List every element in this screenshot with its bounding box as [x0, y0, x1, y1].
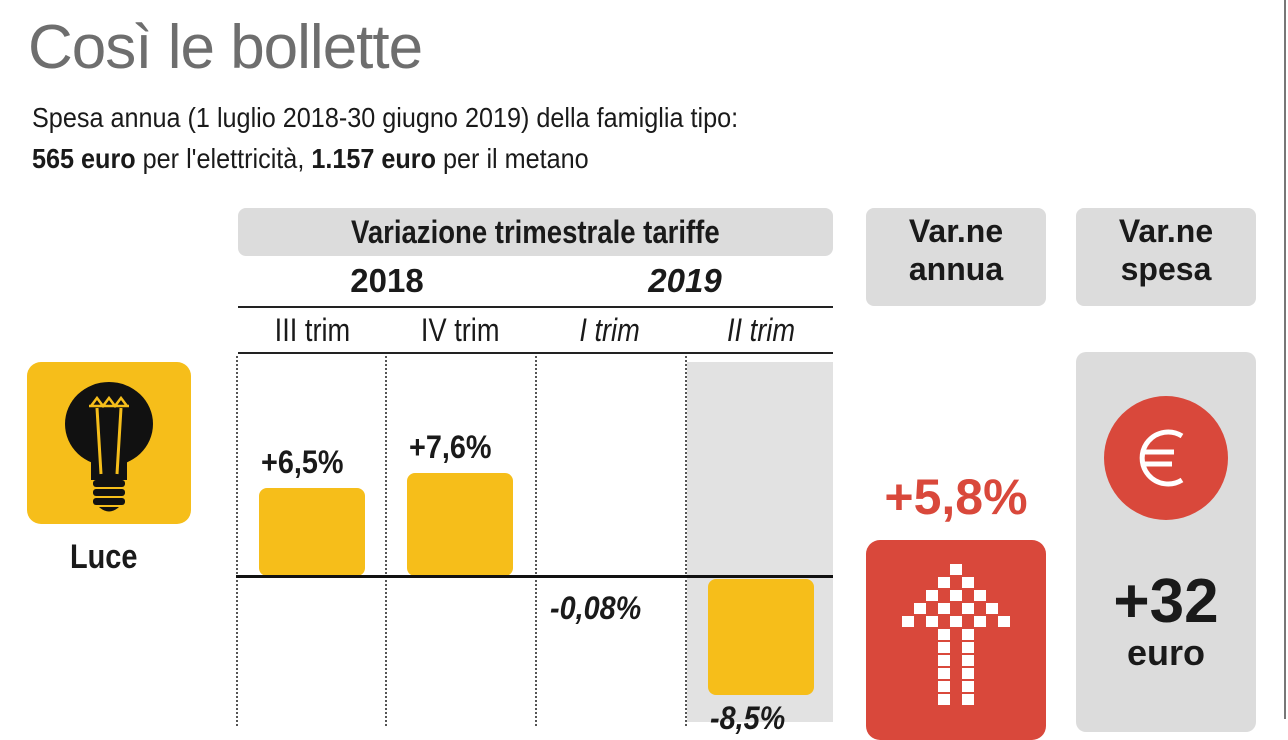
- quarter-label: I trim: [579, 312, 641, 348]
- euro-icon: [1104, 396, 1228, 520]
- spend-header: Var.ne spesa: [1076, 208, 1256, 306]
- gas-amount: 1.157 euro: [311, 143, 437, 174]
- data-label: +7,6%: [409, 428, 492, 465]
- page-title: Così le bollette: [28, 13, 423, 82]
- annual-change-box: [866, 540, 1046, 740]
- column-divider: [385, 356, 387, 726]
- quarter-label: III trim: [274, 312, 350, 348]
- quarter-label: II trim: [726, 312, 795, 348]
- quarterly-header: Variazione trimestrale tariffe: [238, 208, 833, 256]
- quarter-rule: [238, 352, 833, 354]
- column-divider: [535, 356, 537, 726]
- spend-change-unit: euro: [1126, 632, 1205, 673]
- annual-change-value: +5,8%: [884, 469, 1028, 525]
- year-2019: 2019: [648, 262, 722, 299]
- up-arrow-icon: [902, 564, 1010, 705]
- bar: [259, 487, 365, 576]
- light-bulb-icon: [27, 362, 191, 524]
- gas-text: per il metano: [436, 143, 589, 174]
- zero-baseline: [236, 575, 833, 578]
- frame-edge: [1284, 0, 1286, 719]
- row-label: Luce: [70, 538, 138, 576]
- annual-header: Var.ne annua: [866, 208, 1046, 306]
- bar: [407, 472, 513, 576]
- column-divider: [236, 356, 238, 726]
- column-divider: [685, 356, 687, 726]
- year-rule: [238, 306, 833, 308]
- quarter-label: IV trim: [420, 312, 500, 348]
- subtitle-amounts: 565 euro per l'elettricità, 1.157 euro p…: [32, 143, 589, 175]
- data-label: +6,5%: [261, 443, 344, 480]
- year-2018: 2018: [350, 262, 424, 299]
- data-label: -0,08%: [550, 590, 642, 626]
- subtitle: Spesa annua (1 luglio 2018-30 giugno 201…: [32, 102, 739, 133]
- electricity-amount: 565 euro: [32, 143, 136, 174]
- spend-change-value: +32: [1113, 567, 1219, 636]
- bar: [708, 579, 814, 695]
- electricity-text: per l'elettricità,: [135, 143, 312, 174]
- data-label: -8,5%: [710, 699, 786, 736]
